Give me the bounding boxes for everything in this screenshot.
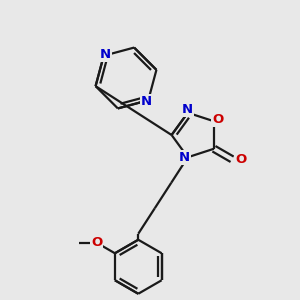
Text: N: N xyxy=(141,95,152,108)
Text: O: O xyxy=(91,236,102,249)
Text: N: N xyxy=(100,48,111,61)
Text: O: O xyxy=(236,153,247,166)
Text: N: N xyxy=(182,103,193,116)
Text: O: O xyxy=(212,113,223,126)
Text: N: N xyxy=(178,151,190,164)
